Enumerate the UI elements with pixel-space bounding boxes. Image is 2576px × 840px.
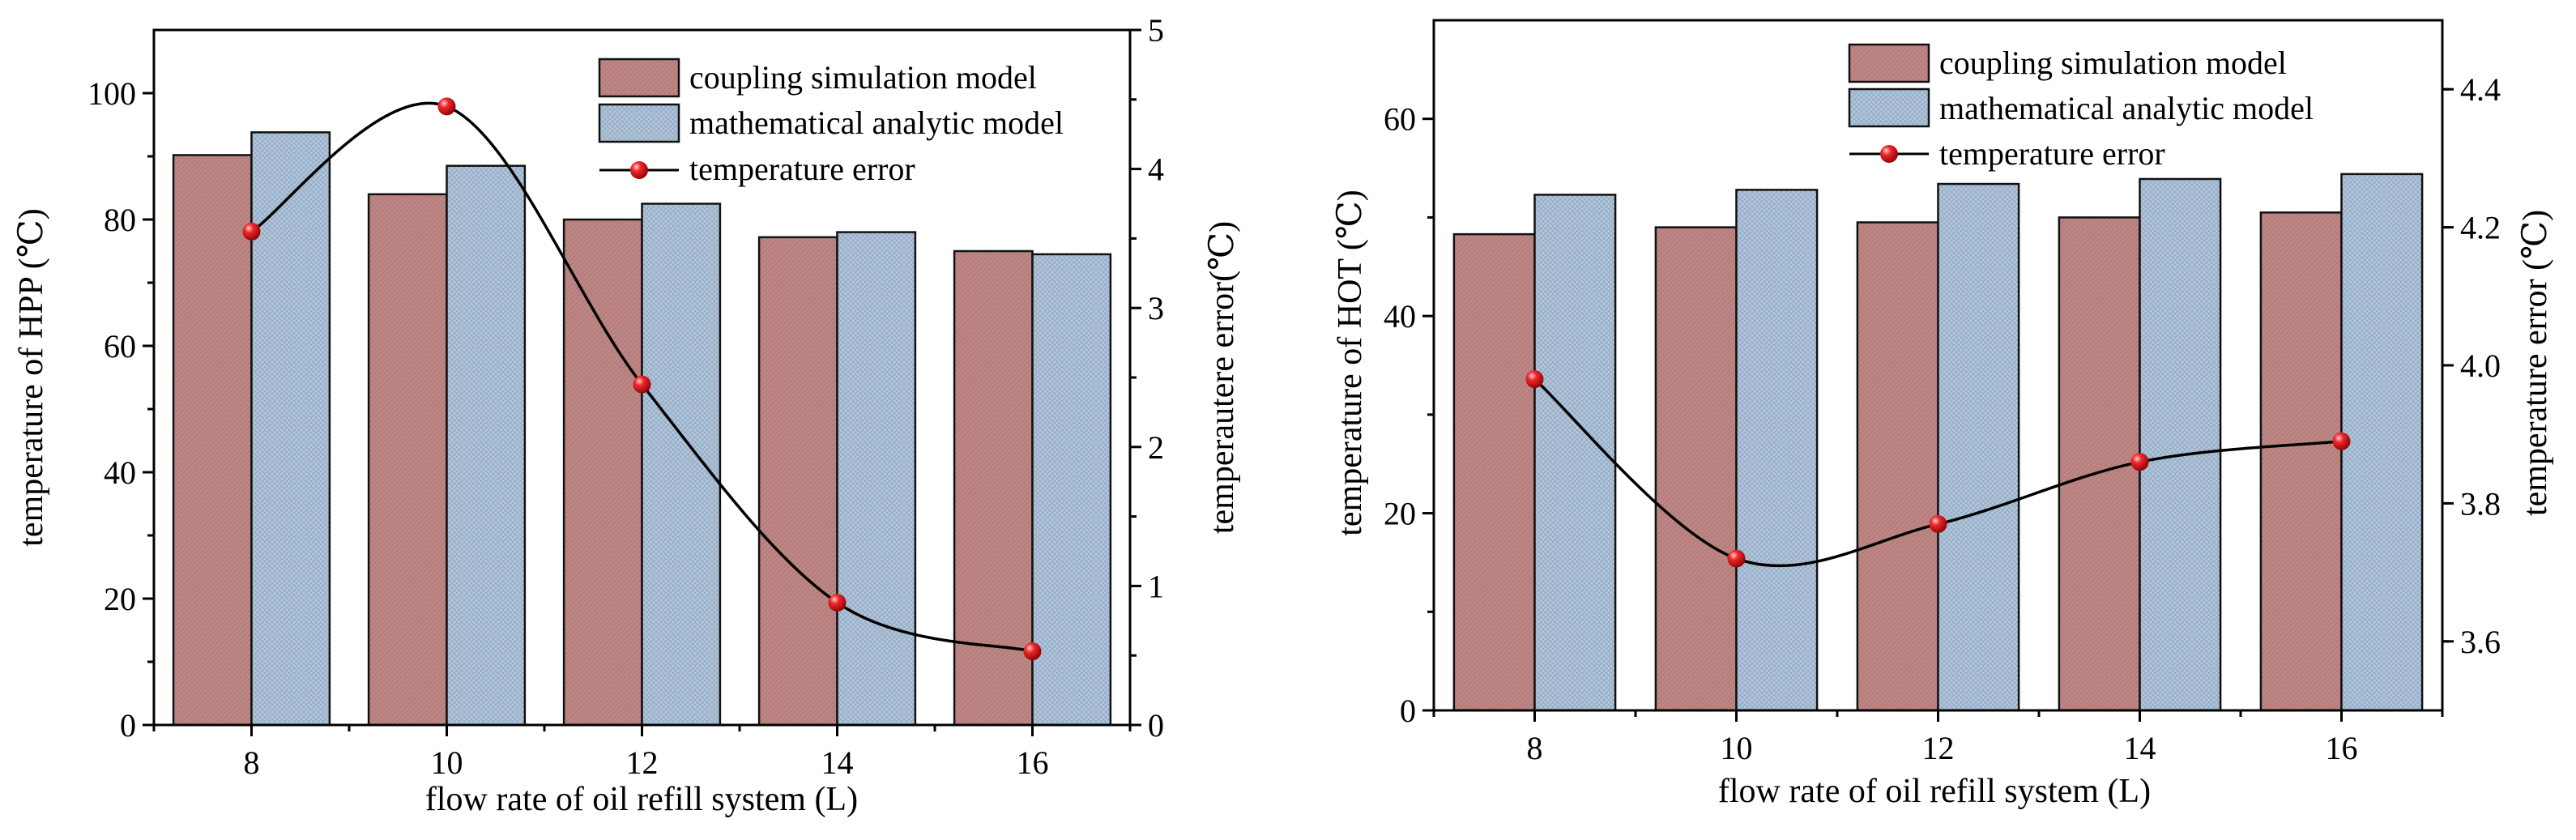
legend-label-error-hpp: temperature error: [689, 151, 915, 187]
error-point-hot-16: [2332, 432, 2351, 450]
bar-coupling-hpp-12: [562, 218, 643, 727]
bar-analytic-hpp-10: [446, 164, 527, 727]
error-point-hpp-10: [437, 97, 456, 116]
legend-label-analytic-hot: mathematical analytic model: [1939, 90, 2314, 126]
y-tick-label-hpp-0: 0: [120, 707, 136, 744]
bar-analytic-hpp-14: [836, 231, 917, 727]
bar-analytic-hot-12: [1937, 182, 2020, 712]
x-tick-label-hpp-8: 8: [244, 744, 260, 781]
y-tick-label-hot-60: 60: [1384, 101, 1416, 138]
legend-label-coupling-hpp: coupling simulation model: [689, 59, 1037, 96]
x-tick-label-hot-10: 10: [1721, 730, 1753, 766]
bar-coupling-hot-12: [1856, 221, 1939, 712]
y-tick-label-hpp-100: 100: [87, 75, 136, 112]
legend-hpp: coupling simulation model mathematical a…: [598, 58, 1064, 187]
bar-coupling-hpp-8: [172, 154, 253, 727]
y2-tick-label-hpp-5: 5: [1148, 12, 1164, 49]
y2-tick-label-hot-4: 4.0: [2460, 348, 2501, 384]
legend-label-coupling-hot: coupling simulation model: [1939, 45, 2287, 81]
chart-hot: 0 20 40 60 3.6 3.8 4.0 4.2 4.4 8 10 12 14 16 flow r…: [1332, 19, 2554, 810]
left-y-axis-hot: 0 20 40 60: [1384, 101, 1434, 729]
y2-tick-label-hot-3.8: 3.8: [2460, 485, 2501, 522]
y2-tick-label-hpp-3: 3: [1148, 290, 1164, 326]
error-point-hot-14: [2130, 453, 2149, 471]
legend-label-error-hot: temperature error: [1939, 135, 2165, 172]
y-axis-title-hot: temperature of HOT (℃): [1332, 190, 1369, 536]
bar-analytic-hpp-8: [250, 131, 331, 727]
y2-tick-label-hpp-4: 4: [1148, 151, 1164, 188]
legend-swatch-analytic-hpp: [598, 103, 680, 143]
y2-tick-label-hot-3.6: 3.6: [2460, 624, 2501, 660]
y-tick-label-hpp-80: 80: [104, 202, 136, 238]
bar-analytic-hot-10: [1735, 189, 1819, 712]
y-tick-label-hot-20: 20: [1384, 496, 1416, 532]
y2-tick-label-hpp-2: 2: [1148, 429, 1164, 466]
bar-coupling-hot-8: [1452, 232, 1536, 712]
x-tick-label-hot-14: 14: [2124, 730, 2156, 766]
y2-tick-label-hot-4.2: 4.2: [2460, 210, 2501, 246]
y2-tick-label-hpp-0: 0: [1148, 707, 1164, 744]
y2-tick-label-hot-4.4: 4.4: [2460, 71, 2501, 108]
bar-analytic-hpp-12: [641, 203, 722, 727]
y-tick-label-hpp-20: 20: [104, 581, 136, 617]
bar-coupling-hpp-16: [953, 249, 1034, 727]
y2-axis-title-hpp: temperautere error(℃): [1204, 221, 1241, 534]
x-tick-label-hot-16: 16: [2326, 730, 2358, 766]
error-point-hpp-8: [242, 222, 261, 241]
y-tick-label-hpp-40: 40: [104, 454, 136, 491]
bar-coupling-hpp-14: [757, 236, 838, 727]
bar-analytic-hot-16: [2340, 173, 2424, 712]
y-tick-label-hpp-60: 60: [104, 328, 136, 365]
legend-label-analytic-hpp: mathematical analytic model: [689, 104, 1064, 141]
right-y-axis-hot: 3.6 3.8 4.0 4.2 4.4: [2442, 71, 2501, 660]
legend-swatch-coupling-hot: [1848, 43, 1930, 83]
legend-marker-error-hpp: [630, 161, 648, 179]
x-tick-label-hpp-10: 10: [431, 744, 463, 781]
y-tick-label-hot-40: 40: [1384, 298, 1416, 335]
bar-analytic-hot-8: [1533, 194, 1617, 712]
bars-hot: [1452, 173, 2424, 712]
legend-swatch-analytic-hot: [1848, 87, 1930, 128]
right-y-axis-hpp: 0 1 2 3 4 5: [1130, 12, 1164, 744]
x-tick-label-hpp-16: 16: [1017, 744, 1049, 781]
bar-coupling-hpp-10: [367, 193, 448, 727]
error-line-hot: [1525, 370, 2351, 568]
error-point-hot-12: [1929, 514, 1947, 533]
legend-swatch-coupling-hpp: [598, 58, 680, 98]
y2-tick-label-hpp-1: 1: [1148, 568, 1164, 604]
y-axis-title-hpp: temperature of HPP (℃): [13, 208, 50, 546]
bars-hpp: [172, 131, 1112, 727]
left-y-axis-hpp: 0 20 40 60 80 100: [87, 75, 154, 744]
x-tick-label-hot-8: 8: [1527, 730, 1543, 766]
legend-marker-error-hot: [1880, 145, 1898, 163]
y2-axis-title-hot: temperature error (℃): [2517, 210, 2554, 516]
bar-analytic-hpp-16: [1031, 253, 1112, 727]
error-point-hot-8: [1525, 370, 1544, 389]
x-tick-label-hpp-12: 12: [626, 744, 659, 781]
x-axis-hot: 8 10 12 14 16: [1432, 710, 2444, 766]
legend-hot: coupling simulation model mathematical a…: [1848, 43, 2314, 172]
x-tick-label-hot-12: 12: [1922, 730, 1955, 766]
x-axis-title-hot: flow rate of oil refill system (L): [1718, 773, 2151, 810]
error-point-hpp-16: [1023, 642, 1042, 661]
error-point-hpp-14: [828, 593, 847, 612]
error-line-hpp: [242, 97, 1042, 661]
error-point-hpp-12: [633, 375, 651, 394]
x-tick-label-hpp-14: 14: [821, 744, 854, 781]
bar-analytic-hot-14: [2139, 177, 2222, 712]
x-axis-title-hpp: flow rate of oil refill system (L): [425, 781, 858, 818]
bar-coupling-hot-16: [2259, 211, 2343, 712]
error-point-hot-10: [1727, 549, 1746, 568]
bar-coupling-hot-10: [1654, 226, 1738, 712]
y-tick-label-hot-0: 0: [1400, 693, 1416, 729]
x-axis-hpp: 8 10 12 14 16: [152, 725, 1132, 781]
